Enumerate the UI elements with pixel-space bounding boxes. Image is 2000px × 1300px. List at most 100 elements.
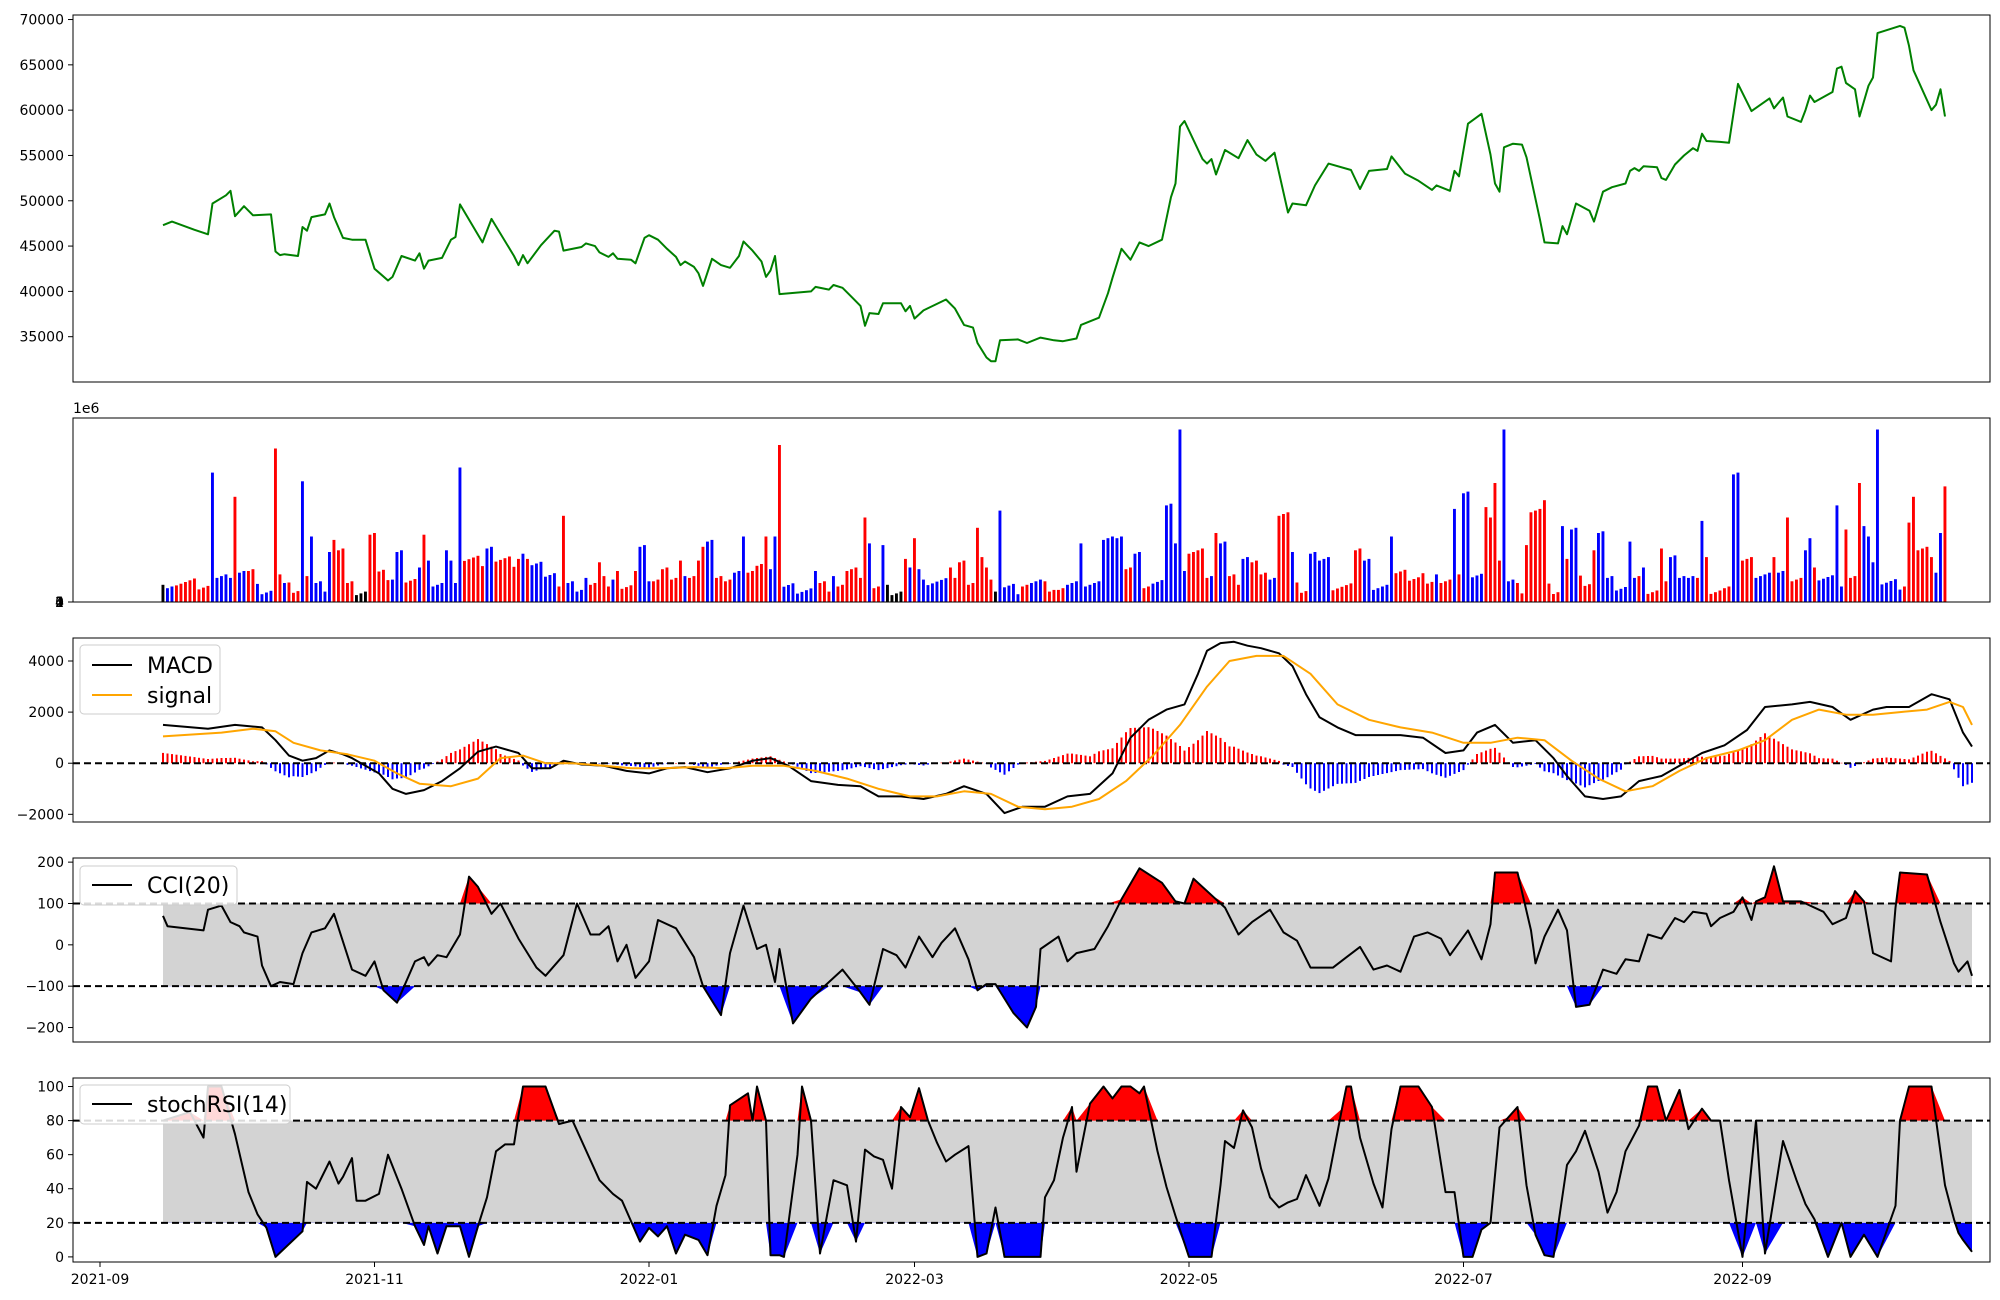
y-tick-label: 1	[55, 595, 64, 611]
volume-bar	[242, 571, 246, 602]
macd-histogram-bar	[1714, 756, 1717, 764]
macd-histogram-bar	[1804, 752, 1807, 764]
volume-bar	[1466, 491, 1470, 602]
volume-bar	[269, 590, 273, 602]
volume-bar	[1250, 562, 1254, 602]
macd-histogram-bar	[1156, 731, 1159, 764]
volume-bar	[467, 559, 471, 602]
volume-bar	[539, 561, 543, 602]
macd-histogram-bar	[1602, 763, 1604, 780]
macd-histogram-bar	[715, 763, 718, 766]
macd-histogram-bar	[301, 763, 304, 777]
macd-histogram-bar	[1327, 763, 1330, 789]
volume-bar	[1300, 592, 1303, 602]
macd-histogram-bar	[270, 763, 272, 768]
macd-histogram-bar	[1444, 763, 1447, 778]
volume-bar	[1660, 548, 1663, 602]
macd-histogram-bar	[1516, 763, 1519, 768]
stochrsi-legend-label: stochRSI(14)	[147, 1093, 288, 1118]
volume-bar	[877, 586, 880, 602]
volume-bar	[391, 579, 394, 602]
macd-histogram-bar	[279, 763, 281, 774]
macd-histogram-bar	[954, 760, 956, 764]
volume-bar	[998, 510, 1002, 602]
macd-histogram-bar	[1552, 763, 1555, 774]
volume-bar	[319, 581, 322, 602]
macd-histogram-bar	[1134, 727, 1136, 764]
macd-histogram-bar	[1768, 736, 1771, 764]
macd-histogram-bar	[1408, 763, 1411, 770]
macd-histogram-bar	[1246, 752, 1249, 764]
y-tick-label: 100	[37, 1080, 64, 1096]
volume-bar	[1358, 548, 1362, 602]
volume-bar	[458, 467, 462, 602]
macd-histogram-bar	[1305, 763, 1307, 785]
volume-bar	[800, 591, 804, 602]
macd-histogram-bar	[396, 763, 398, 779]
macd-histogram-bar	[355, 763, 358, 767]
macd-histogram-bar	[1638, 756, 1640, 764]
volume-bar	[1295, 582, 1299, 602]
macd-histogram-bar	[1939, 755, 1942, 764]
macd-histogram-bar	[549, 763, 551, 768]
macd-histogram-bar	[1836, 760, 1838, 764]
macd-histogram-bar	[1525, 763, 1528, 766]
y-tick-label: 0	[55, 595, 64, 611]
volume-bar	[1714, 592, 1717, 602]
macd-histogram-bar	[432, 763, 434, 764]
macd-histogram-bar	[1957, 763, 1960, 778]
volume-axes-frame	[72, 417, 1991, 603]
volume-bar	[1732, 474, 1735, 602]
volume-bar	[1196, 550, 1200, 603]
macd-histogram-bar	[1615, 763, 1618, 773]
macd-histogram-bar	[171, 754, 173, 764]
volume-bar	[1849, 577, 1852, 602]
volume-bar	[1336, 588, 1339, 602]
y-tick-label: 2000	[28, 705, 64, 721]
x-axis: 2021-09 2021-11 2022-01 2022-03 2022-05 2022-…	[71, 1262, 1772, 1288]
macd-histogram-bar	[1183, 750, 1186, 764]
macd-histogram-bar	[1012, 763, 1015, 768]
macd-histogram-bar	[1656, 757, 1658, 764]
macd-histogram-bar	[1791, 749, 1793, 764]
macd-histogram-bar	[999, 763, 1001, 773]
volume-bar	[1043, 581, 1047, 602]
volume-bar	[701, 546, 705, 602]
macd-histogram-bar	[1417, 763, 1420, 770]
macd-histogram-bar	[1269, 758, 1271, 764]
macd-histogram-bar	[1129, 728, 1132, 764]
macd-histogram-bar	[904, 763, 907, 765]
macd-histogram-bar	[1773, 738, 1775, 764]
macd-histogram-bar	[1350, 763, 1352, 784]
volume-bar	[409, 580, 412, 602]
x-tick-label: 2022-07	[1434, 1272, 1493, 1288]
volume-bar	[202, 587, 205, 602]
volume-bar	[818, 583, 822, 602]
volume-bar	[1457, 574, 1461, 602]
volume-bar	[229, 577, 232, 602]
volume-bar	[782, 586, 786, 602]
macd-histogram-bar	[220, 758, 223, 764]
volume-bar	[1741, 560, 1744, 602]
volume-bar	[1624, 587, 1627, 602]
volume-bar	[1133, 553, 1137, 602]
volume-bar	[1507, 581, 1510, 602]
volume-bar	[1754, 577, 1758, 602]
volume-bar	[530, 565, 534, 602]
volume-bar	[1597, 533, 1600, 602]
macd-histogram-bar	[1575, 763, 1577, 784]
volume-bar	[1232, 574, 1236, 602]
signal-legend-label: signal	[147, 684, 212, 709]
macd-histogram-bar	[1143, 727, 1145, 764]
macd-plot-body	[73, 640, 1990, 815]
volume-bar	[1646, 593, 1650, 602]
volume-bar	[1934, 572, 1938, 602]
macd-histogram-bar	[562, 760, 565, 764]
volume-bar	[1777, 572, 1780, 602]
volume-bar	[476, 555, 480, 602]
macd-histogram-bar	[292, 763, 295, 777]
macd-histogram-bar	[423, 763, 425, 769]
macd-histogram-bar	[1062, 755, 1064, 764]
macd-histogram-bar	[162, 752, 164, 764]
macd-histogram-bar	[1750, 744, 1753, 764]
